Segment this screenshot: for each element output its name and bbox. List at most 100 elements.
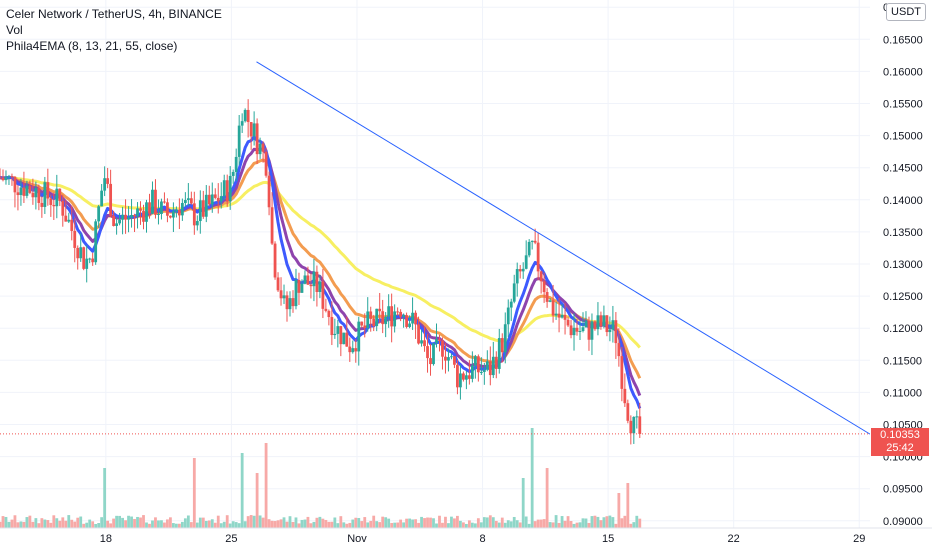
volume-bar xyxy=(467,520,471,528)
candle-body xyxy=(82,247,86,269)
candle-body xyxy=(551,300,555,316)
volume-bar xyxy=(620,518,624,528)
volume-bar xyxy=(154,517,157,528)
indicator-label[interactable]: Phila4EMA (8, 13, 21, 55, close) xyxy=(6,39,178,53)
volume-bar xyxy=(384,517,388,528)
candle-body xyxy=(112,215,116,226)
candle-body xyxy=(288,298,292,310)
price-tick-label: 0.13500 xyxy=(883,227,923,239)
volume-bar xyxy=(249,515,253,528)
volume-bar xyxy=(479,522,483,528)
candle-body xyxy=(124,214,127,220)
volume-bar xyxy=(500,517,504,528)
volume-bar xyxy=(321,518,325,528)
candle-body xyxy=(581,327,585,332)
time-tick-label: 8 xyxy=(479,533,485,545)
volume-bar xyxy=(506,520,510,528)
volume-bar xyxy=(222,521,226,528)
volume-bar xyxy=(160,520,163,528)
candle-body xyxy=(620,356,624,389)
candle-body xyxy=(37,188,41,203)
volume-label[interactable]: Vol xyxy=(6,23,23,37)
candle-body xyxy=(339,326,343,345)
candles xyxy=(0,99,642,445)
candle-body xyxy=(417,324,420,344)
candle-body xyxy=(300,283,304,293)
volume-bar xyxy=(88,519,92,528)
volume-bar xyxy=(566,516,570,528)
volume-bar xyxy=(366,522,370,528)
volume-bar xyxy=(189,522,193,528)
candle-body xyxy=(172,211,175,218)
volume-bar xyxy=(617,493,621,528)
volume-bar xyxy=(228,523,232,528)
candle-body xyxy=(432,343,435,365)
volume-bar xyxy=(279,519,283,528)
candle-body xyxy=(64,215,68,222)
volume-bar xyxy=(28,515,32,528)
candle-body xyxy=(515,269,519,284)
volume-bar xyxy=(70,519,74,528)
price-tick-label: 0.16500 xyxy=(883,34,923,46)
volume-bar xyxy=(494,520,498,528)
volume-bar xyxy=(330,521,334,528)
symbol-title[interactable]: Celer Network / TetherUS, 4h, BINANCE xyxy=(6,7,222,21)
candle-body xyxy=(270,207,274,244)
volume-bar xyxy=(0,521,2,528)
price-tick-label: 0.16000 xyxy=(883,66,923,78)
candle-body xyxy=(58,188,62,201)
volume-bar xyxy=(246,516,250,528)
volume-bar xyxy=(470,522,474,528)
volume-bar xyxy=(267,519,271,528)
price-axis[interactable]: 0.170000.165000.160000.155000.150000.145… xyxy=(870,0,932,550)
trendline[interactable] xyxy=(256,61,871,435)
currency-button[interactable]: USDT xyxy=(886,3,926,21)
volume-bar xyxy=(192,458,196,528)
volume-bar xyxy=(569,521,573,528)
volume-bar xyxy=(396,522,400,528)
candle-body xyxy=(423,340,426,347)
volume-bar xyxy=(584,518,588,528)
volume-bar xyxy=(94,523,98,528)
volume-bar xyxy=(357,518,361,528)
candle-body xyxy=(109,183,113,216)
volume-bar xyxy=(258,515,262,528)
volume-bar xyxy=(240,453,244,528)
volume-bar xyxy=(252,515,256,528)
candle-body xyxy=(467,375,471,379)
chart-legend: Celer Network / TetherUS, 4h, BINANCE Vo… xyxy=(6,6,222,54)
time-axis[interactable]: 18 25 Nov 8 15 22 29 xyxy=(0,527,932,545)
candle-body xyxy=(438,339,441,341)
candle-body xyxy=(174,210,178,212)
volume-bar xyxy=(572,523,576,528)
candle-body xyxy=(43,182,47,207)
volume-bar xyxy=(405,518,408,528)
candle-body xyxy=(575,327,579,332)
volume-bar xyxy=(309,523,313,528)
volume-bar xyxy=(473,523,477,528)
volume-bar xyxy=(43,519,47,528)
candle-body xyxy=(500,338,504,353)
candle-body xyxy=(291,298,295,307)
volume-bar xyxy=(97,523,101,528)
volume-bar xyxy=(318,516,322,528)
volume-bar xyxy=(172,523,175,528)
volume-bar xyxy=(210,519,214,528)
candle-body xyxy=(387,306,391,317)
volume-bar xyxy=(183,518,187,528)
candle-body xyxy=(333,333,337,336)
volume-bar xyxy=(31,521,35,528)
volume-bar xyxy=(563,520,567,528)
candle-body xyxy=(73,230,77,248)
volume-bar xyxy=(324,519,328,528)
candle-body xyxy=(509,301,513,308)
volume-bar xyxy=(548,522,552,528)
candle-body xyxy=(76,247,80,259)
volume-bar xyxy=(530,428,534,528)
volume-bar xyxy=(115,515,118,528)
volume-bar xyxy=(372,515,376,528)
candle-body xyxy=(444,356,447,361)
candle-body xyxy=(497,338,501,369)
candle-body xyxy=(61,200,65,216)
